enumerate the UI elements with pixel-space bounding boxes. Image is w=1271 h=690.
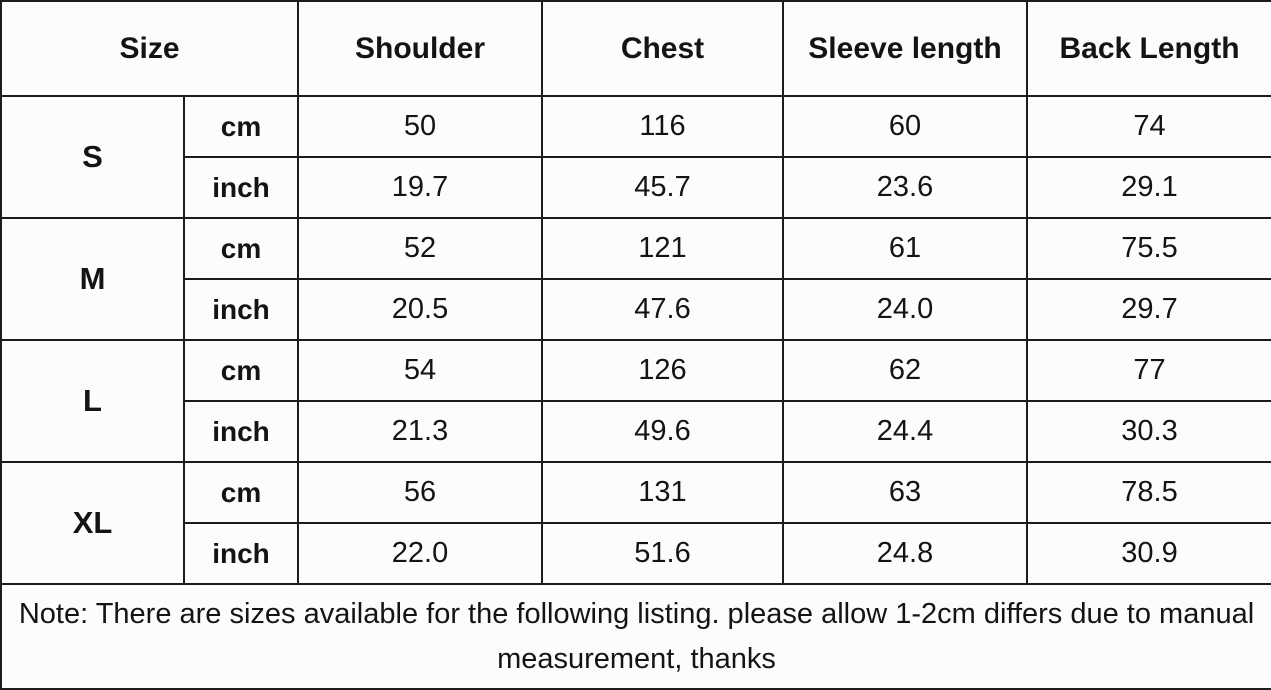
cell-xl-cm-sleeve: 63 [782,461,1028,524]
cell-l-cm-sleeve: 62 [782,339,1028,402]
header-chest: Chest [541,0,784,97]
cell-xl-inch-sleeve: 24.8 [782,522,1028,585]
header-sleeve-length: Sleeve length [782,0,1028,97]
row-m-cm: M cm 52 121 61 75.5 [0,217,1271,341]
cell-m-cm-back: 75.5 [1026,217,1271,280]
unit-label-cm: cm [183,339,299,402]
cell-s-cm-sleeve: 60 [782,95,1028,158]
header-size: Size [0,0,299,97]
header-back-length: Back Length [1026,0,1271,97]
cell-m-cm-sleeve: 61 [782,217,1028,280]
cell-l-cm-shoulder: 54 [297,339,543,402]
cell-s-inch-sleeve: 23.6 [782,156,1028,219]
cell-xl-inch-back: 30.9 [1026,522,1271,585]
size-label-xl: XL [0,461,185,585]
row-xl-inch: inch 22.0 51.6 24.8 30.9 [1,522,1271,585]
header-shoulder: Shoulder [297,0,543,97]
unit-label-inch: inch [183,522,299,585]
cell-xl-cm-shoulder: 56 [297,461,543,524]
cell-l-inch-back: 30.3 [1026,400,1271,463]
cell-m-inch-chest: 47.6 [541,278,784,341]
row-l-cm: L cm 54 126 62 77 [0,339,1271,463]
cell-m-inch-back: 29.7 [1026,278,1271,341]
unit-label-inch: inch [183,278,299,341]
row-s-inch: inch 19.7 45.7 23.6 29.1 [1,156,1271,219]
row-m-inch: inch 20.5 47.6 24.0 29.7 [1,278,1271,341]
unit-label-inch: inch [183,400,299,463]
cell-s-cm-shoulder: 50 [297,95,543,158]
cell-xl-inch-chest: 51.6 [541,522,784,585]
unit-label-cm: cm [183,461,299,524]
cell-m-cm-shoulder: 52 [297,217,543,280]
row-l-inch: inch 21.3 49.6 24.4 30.3 [1,400,1271,463]
size-label-m: M [0,217,185,341]
size-label-l: L [0,339,185,463]
cell-l-inch-sleeve: 24.4 [782,400,1028,463]
cell-l-inch-shoulder: 21.3 [297,400,543,463]
unit-label-cm: cm [183,95,299,158]
cell-xl-inch-shoulder: 22.0 [297,522,543,585]
cell-xl-cm-back: 78.5 [1026,461,1271,524]
note-row: Note: There are sizes available for the … [0,583,1271,690]
cell-m-cm-chest: 121 [541,217,784,280]
cell-m-inch-shoulder: 20.5 [297,278,543,341]
row-xl-cm: XL cm 56 131 63 78.5 [0,461,1271,585]
unit-label-inch: inch [183,156,299,219]
cell-s-inch-back: 29.1 [1026,156,1271,219]
cell-s-inch-chest: 45.7 [541,156,784,219]
cell-m-inch-sleeve: 24.0 [782,278,1028,341]
cell-s-cm-back: 74 [1026,95,1271,158]
note-text: Note: There are sizes available for the … [0,583,1271,690]
cell-s-inch-shoulder: 19.7 [297,156,543,219]
cell-l-cm-chest: 126 [541,339,784,402]
header-row: Size Shoulder Chest Sleeve length Back L… [0,0,1271,97]
cell-l-cm-back: 77 [1026,339,1271,402]
size-label-s: S [0,95,185,219]
row-s-cm: S cm 50 116 60 74 [0,95,1271,219]
unit-label-cm: cm [183,217,299,280]
cell-l-inch-chest: 49.6 [541,400,784,463]
cell-s-cm-chest: 116 [541,95,784,158]
cell-xl-cm-chest: 131 [541,461,784,524]
